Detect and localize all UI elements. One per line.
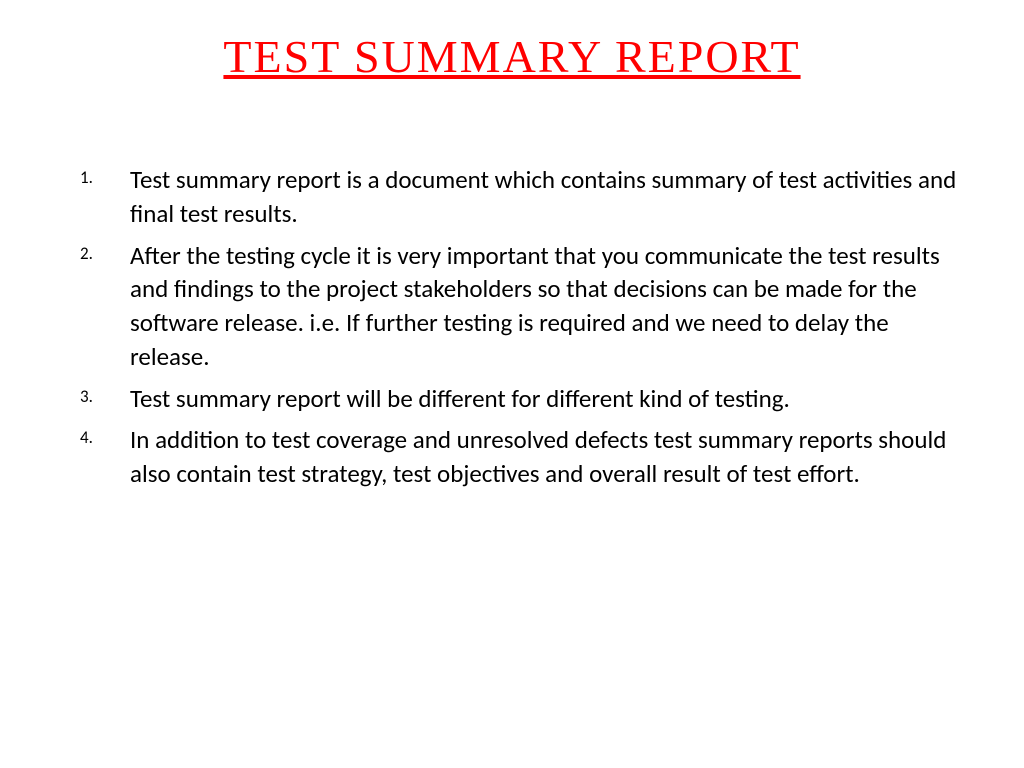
slide-container: Test summary report Test summary report … bbox=[0, 0, 1024, 768]
list-item: After the testing cycle it is very impor… bbox=[100, 239, 964, 374]
numbered-list: Test summary report is a document which … bbox=[60, 163, 964, 491]
list-item: Test summary report is a document which … bbox=[100, 163, 964, 231]
list-item: In addition to test coverage and unresol… bbox=[100, 423, 964, 491]
slide-title: Test summary report bbox=[60, 30, 964, 83]
list-item: Test summary report will be different fo… bbox=[100, 382, 964, 416]
